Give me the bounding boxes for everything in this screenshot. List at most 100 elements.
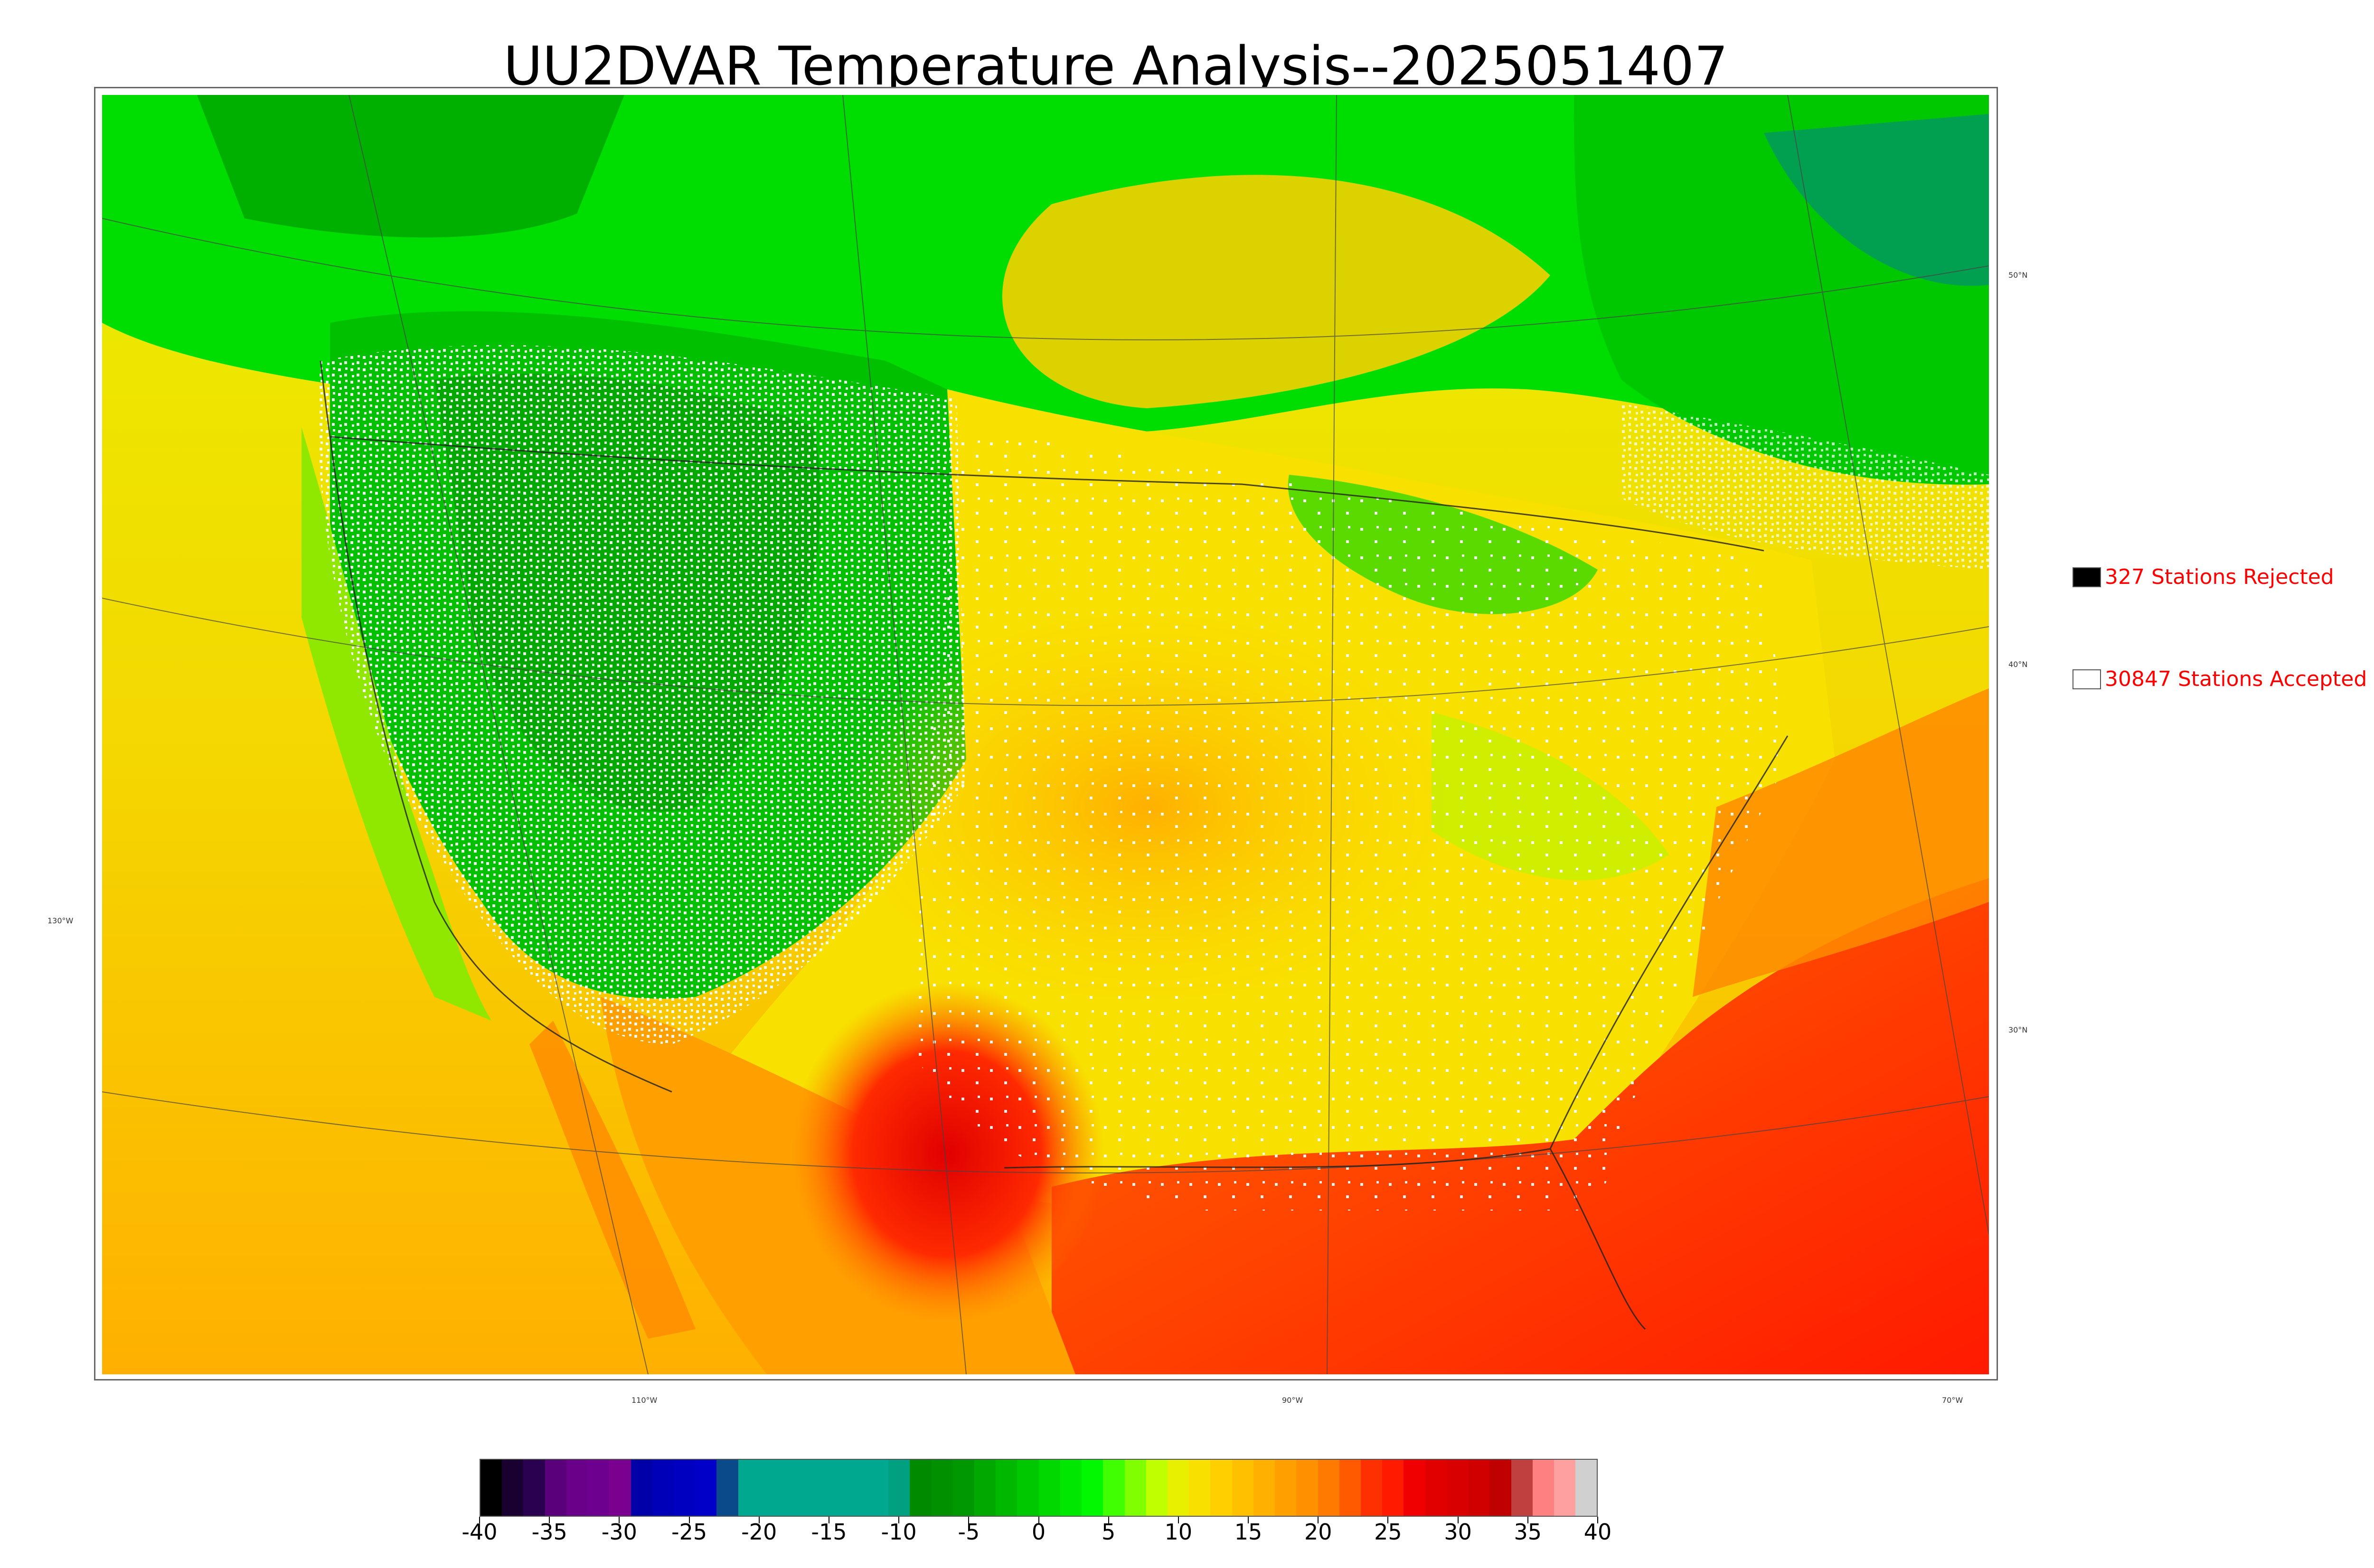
colorbar-tick-label: -40	[462, 1519, 498, 1545]
station-obs-west	[318, 345, 967, 1044]
colorbar-segment	[545, 1460, 566, 1516]
colorbar-segment	[867, 1460, 889, 1516]
colorbar-segment	[1124, 1460, 1146, 1516]
colorbar-segment	[1339, 1460, 1361, 1516]
colorbar-segment	[1168, 1460, 1189, 1516]
colorbar-segment	[1532, 1460, 1554, 1516]
accepted-label: 30847 Stations Accepted	[2105, 667, 2367, 691]
colorbar-segment	[566, 1460, 588, 1516]
colorbar-segment	[1146, 1460, 1168, 1516]
colorbar-tick-label: 15	[1234, 1519, 1262, 1545]
colorbar-tick-mark	[1527, 1517, 1528, 1523]
colorbar-tick-label: 30	[1444, 1519, 1472, 1545]
colorbar-tick-label: -25	[671, 1519, 707, 1545]
colorbar-segment	[738, 1460, 760, 1516]
colorbar-segment	[1446, 1460, 1469, 1516]
colorbar-segment	[1318, 1460, 1339, 1516]
colorbar-segment	[802, 1460, 824, 1516]
colorbar-tick-mark	[619, 1517, 620, 1523]
colorbar-tick-mark	[1387, 1517, 1389, 1523]
colorbar-segment	[609, 1460, 631, 1516]
colorbar-segment	[1296, 1460, 1318, 1516]
map-panel	[94, 87, 1998, 1380]
colorbar-segment	[716, 1460, 738, 1516]
colorbar-segment	[631, 1460, 652, 1516]
colorbar-tick-label: -15	[811, 1519, 847, 1545]
colorbar-tick-mark	[688, 1517, 690, 1523]
colorbar-tick-mark	[1318, 1517, 1319, 1523]
lon-label-90w: 90°W	[1282, 1396, 1303, 1405]
colorbar-segment	[931, 1460, 953, 1516]
colorbar-segment	[1103, 1460, 1125, 1516]
colorbar-segment	[1404, 1460, 1425, 1516]
colorbar-segment	[480, 1460, 502, 1516]
colorbar-tick-mark	[898, 1517, 900, 1523]
colorbar-segment	[1189, 1460, 1211, 1516]
colorbar-tick-mark	[1108, 1517, 1109, 1523]
rejected-swatch	[2073, 567, 2101, 587]
colorbar-segment	[1017, 1460, 1039, 1516]
accepted-swatch	[2073, 669, 2101, 689]
colorbar-segment	[1382, 1460, 1404, 1516]
colorbar-segment	[759, 1460, 782, 1516]
colorbar-tick-label: 5	[1102, 1519, 1116, 1545]
canada-dark-green	[197, 95, 624, 238]
colorbar-segment	[781, 1460, 803, 1516]
lat-label-40n: 40°N	[2008, 660, 2028, 669]
colorbar-segment	[1082, 1460, 1103, 1516]
graticule	[102, 95, 1989, 1374]
lon-label-110w: 110°W	[631, 1396, 658, 1405]
colorbar-segment	[1232, 1460, 1253, 1516]
colorbar-tick-label: 25	[1374, 1519, 1402, 1545]
colorbar-segment	[695, 1460, 717, 1516]
colorbar-tick-mark	[1457, 1517, 1459, 1523]
colorbar-tick-mark	[1178, 1517, 1179, 1523]
colorbar-segment	[1060, 1460, 1082, 1516]
lat-label-50n: 50°N	[2008, 271, 2028, 280]
colorbar-segment	[1425, 1460, 1447, 1516]
colorbar-tick-label: -30	[601, 1519, 637, 1545]
temperature-map	[102, 95, 1989, 1374]
colorbar-segment	[1468, 1460, 1490, 1516]
atlantic-orange	[1693, 688, 1989, 997]
quebec-dark	[1764, 114, 1989, 286]
colorbar-segment	[1489, 1460, 1511, 1516]
legend-rejected: 327 Stations Rejected	[2073, 565, 2334, 589]
colorbar-segment	[1554, 1460, 1576, 1516]
colorbar-tick-mark	[968, 1517, 970, 1523]
station-obs-canada	[1621, 404, 1989, 570]
temperature-colorbar	[480, 1459, 1598, 1517]
colorbar-tick-label: 35	[1514, 1519, 1542, 1545]
colorbar-segment	[673, 1460, 696, 1516]
lat-label-30n: 30°N	[2008, 1025, 2028, 1034]
colorbar-segment	[502, 1460, 524, 1516]
rejected-label: 327 Stations Rejected	[2105, 565, 2334, 589]
colorbar-segment	[1511, 1460, 1533, 1516]
colorbar-tick-label: -20	[741, 1519, 777, 1545]
colorbar-segment	[996, 1460, 1017, 1516]
west-coast-yg	[301, 427, 491, 1021]
legend-accepted: 30847 Stations Accepted	[2073, 667, 2367, 691]
colorbar-tick-label: -35	[531, 1519, 567, 1545]
colorbar-tick-mark	[1597, 1517, 1598, 1523]
hudson-warm-field	[1002, 175, 1550, 408]
colorbar-segment	[1253, 1460, 1275, 1516]
colorbar-segment	[952, 1460, 975, 1516]
colorbar-tick-label: 20	[1304, 1519, 1332, 1545]
lon-label-130w: 130°W	[47, 916, 74, 925]
colorbar-segment	[1038, 1460, 1060, 1516]
colorbar-segment	[1360, 1460, 1383, 1516]
colorbar-segment	[888, 1460, 910, 1516]
station-obs-east	[909, 427, 1788, 1211]
colorbar-tick-mark	[479, 1517, 480, 1523]
colorbar-segment	[1575, 1460, 1597, 1516]
colorbar-tick-mark	[758, 1517, 760, 1523]
colorbar-tick-mark	[1248, 1517, 1249, 1523]
colorbar-segment	[652, 1460, 674, 1516]
colorbar-tick-mark	[1038, 1517, 1039, 1523]
colorbar-segment	[824, 1460, 846, 1516]
coastlines	[320, 360, 1789, 1330]
colorbar-tick-label: 40	[1583, 1519, 1612, 1545]
colorbar-segment	[1275, 1460, 1297, 1516]
